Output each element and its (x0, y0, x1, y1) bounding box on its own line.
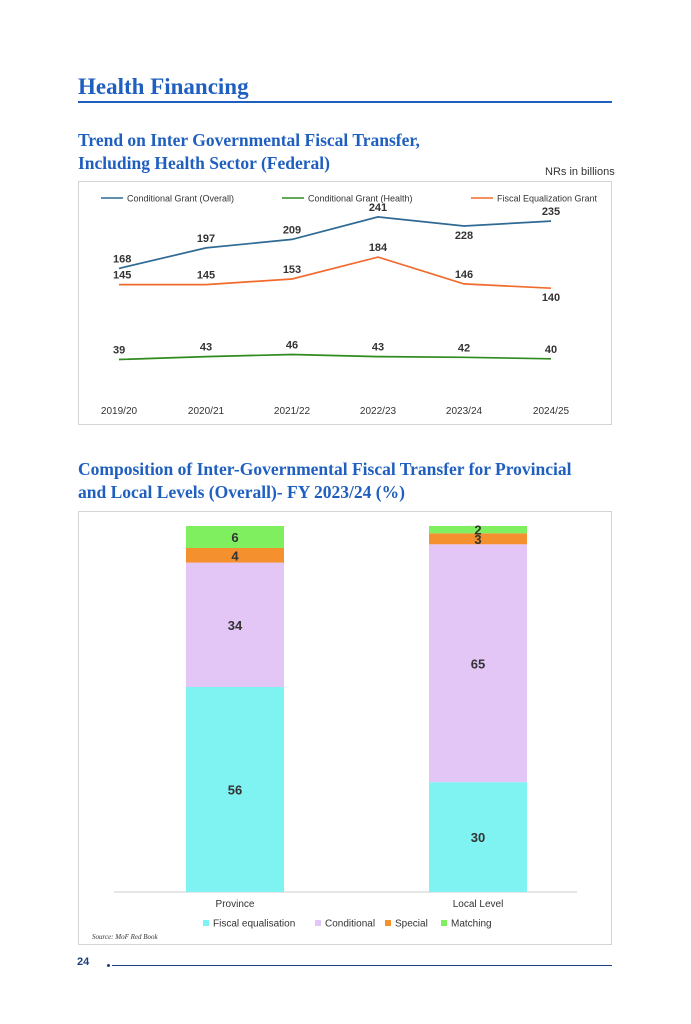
bar-value-special-province: 4 (231, 548, 239, 563)
bar-value-fiscal-equalisation-local-level: 30 (471, 830, 485, 845)
legend-label-fiscal-equalisation: Fiscal equalisation (213, 919, 295, 930)
bar-chart-frame: 56 34 4 6 Province 30 65 3 2 Local Level Fiscal eq… (78, 511, 612, 945)
bar-segment-fiscal-equalisation-province (186, 687, 284, 892)
section-title-rule (78, 101, 612, 103)
bar-segment-matching-province (186, 526, 284, 548)
bar-value-matching-province: 6 (231, 530, 238, 545)
bar-segment-matching-local-level (429, 526, 527, 534)
legend-label-fiscal-equalization-grant: Fiscal Equalization Grant (497, 194, 598, 204)
x-tick-label: 2021/22 (274, 406, 311, 417)
source-note: Source: MoF Red Book (92, 933, 158, 941)
bar-value-fiscal-equalisation-province: 56 (228, 783, 242, 798)
data-label-fiscal-equalization-grant-3: 184 (369, 242, 388, 254)
x-tick-label: 2020/21 (188, 406, 225, 417)
bar-chart-title-line1: Composition of Inter-Governmental Fiscal… (78, 459, 572, 479)
series-line-conditional-grant-overall (118, 216, 552, 270)
data-label-fiscal-equalization-grant-4: 146 (455, 269, 473, 281)
x-tick-label: 2019/20 (101, 406, 138, 417)
data-label-conditional-grant-health-5: 40 (545, 344, 557, 356)
legend-label-special: Special (395, 919, 428, 930)
x-category-label: Local Level (453, 899, 504, 910)
footer-dot (107, 964, 110, 967)
bar-value-conditional-local-level: 65 (471, 656, 485, 671)
data-label-conditional-grant-health-1: 43 (200, 342, 212, 354)
bar-value-special-local-level: 3 (474, 532, 481, 547)
data-label-conditional-grant-overall-3: 241 (369, 202, 387, 214)
page-number: 24 (77, 956, 90, 968)
section-title: Health Financing (78, 74, 249, 99)
bar-segment-conditional-province (186, 562, 284, 687)
bar-value-conditional-province: 34 (228, 618, 243, 633)
bar-segment-special-local-level (429, 533, 527, 545)
bar-segment-conditional-local-level (429, 544, 527, 783)
legend-label-matching: Matching (451, 919, 492, 930)
bar-segment-special-province (186, 548, 284, 563)
line-chart-title: Trend on Inter Governmental Fiscal Trans… (78, 129, 420, 175)
data-label-conditional-grant-overall-0: 168 (113, 253, 131, 265)
x-tick-label: 2024/25 (533, 406, 570, 417)
unit-note: NRs in billions (545, 166, 615, 178)
bar-segment-fiscal-equalisation-local-level (429, 782, 527, 892)
legend-swatch-special (385, 920, 391, 926)
data-label-conditional-grant-overall-5: 235 (542, 206, 560, 218)
stacked-bar-chart: 56 34 4 6 Province 30 65 32 Local Level Fiscal eq… (114, 523, 577, 930)
data-label-conditional-grant-health-3: 43 (372, 342, 384, 354)
data-label-fiscal-equalization-grant-5: 140 (542, 292, 560, 304)
legend-label-conditional-grant-overall: Conditional Grant (Overall) (127, 194, 234, 204)
legend-label-conditional: Conditional (325, 919, 375, 930)
data-label-conditional-grant-health-2: 46 (286, 340, 298, 352)
x-tick-label: 2023/24 (446, 406, 483, 417)
data-label-conditional-grant-health-4: 42 (458, 342, 470, 354)
data-label-conditional-grant-overall-1: 197 (197, 233, 215, 245)
legend-swatch-conditional (315, 920, 321, 926)
data-label-fiscal-equalization-grant-2: 153 (283, 264, 301, 276)
legend-label-conditional-grant-health: Conditional Grant (Health) (308, 194, 413, 204)
legend-swatch-matching (441, 920, 447, 926)
line-chart-title-line2: Including Health Sector (Federal) (78, 153, 330, 173)
series-line-fiscal-equalization-grant (119, 256, 552, 290)
bar-chart-title-line2: and Local Levels (Overall)- FY 2023/24 (… (78, 482, 405, 502)
data-label-conditional-grant-health-0: 39 (113, 345, 125, 357)
data-label-fiscal-equalization-grant-0: 145 (113, 270, 131, 282)
legend-swatch-fiscal-equalisation (203, 920, 209, 926)
x-tick-label: 2022/23 (360, 406, 397, 417)
data-label-conditional-grant-overall-4: 228 (455, 230, 473, 242)
line-chart-title-line1: Trend on Inter Governmental Fiscal Trans… (78, 130, 420, 150)
line-chart-frame: Conditional Grant (Overall) 168 197 209 241 2… (78, 181, 612, 425)
footer-rule (112, 965, 612, 966)
data-label-fiscal-equalization-grant-1: 145 (197, 270, 215, 282)
series-line-conditional-grant-health (118, 353, 552, 361)
bar-chart-title: Composition of Inter-Governmental Fiscal… (78, 458, 572, 504)
line-chart: Conditional Grant (Overall) 168 197 209 241 2… (101, 194, 598, 418)
bar-value-matching-local-level: 2 (474, 523, 481, 538)
data-label-conditional-grant-overall-2: 209 (283, 224, 301, 236)
x-category-label: Province (216, 899, 255, 910)
